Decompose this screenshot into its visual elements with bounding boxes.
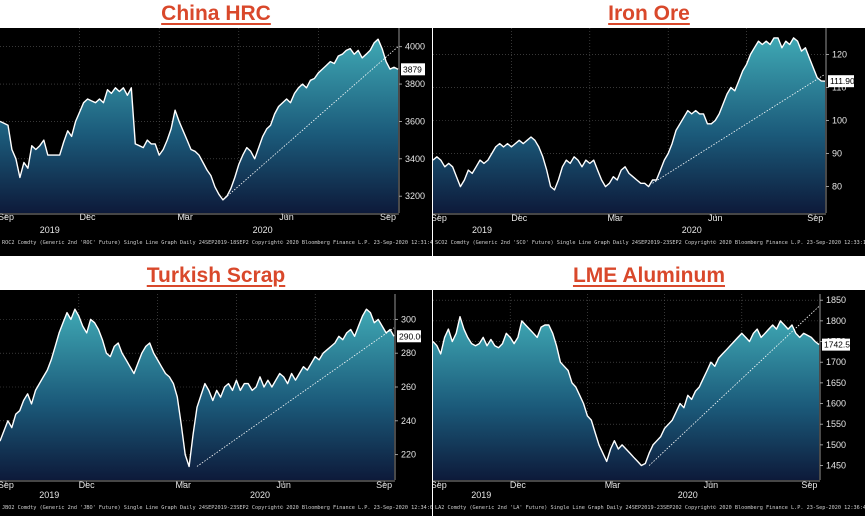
y-tick-label: 1800 — [826, 316, 846, 326]
chart-title: LME Aluminum — [433, 262, 865, 290]
x-tick-label: Mar — [608, 213, 624, 223]
y-tick-label: 3200 — [405, 191, 425, 201]
series-area — [0, 309, 394, 480]
x-tick-label: Sep — [801, 480, 817, 490]
last-value-label: 3879 — [403, 64, 422, 74]
x-tick-label: Sep — [433, 213, 447, 223]
chart-panel-iron-ore: 80 90 100 110 120 111.90 Sep Dec Mar Jun Sep 2019 20… — [433, 0, 865, 256]
chart-svg-lme-aluminum: 1450150015501600165017001750180018501742… — [433, 294, 865, 511]
y-tick-label: 220 — [401, 450, 416, 460]
year-label: 2020 — [253, 225, 273, 235]
series-line — [433, 37, 826, 191]
series-line — [433, 316, 820, 467]
series-line — [0, 308, 395, 468]
x-tick-label: Sep — [433, 480, 447, 490]
chart-svg-china-hrc: 3200 3400 3600 3800 4000 3879 Sep Dec Mar Jun Sep 2… — [0, 28, 432, 246]
series-line — [0, 38, 399, 201]
x-tick-label: Dec — [79, 480, 96, 490]
x-tick-label: Jun — [279, 212, 294, 222]
year-label: 2019 — [40, 225, 60, 235]
last-value-box — [397, 330, 421, 343]
y-tick-label: 260 — [401, 382, 416, 392]
year-label: 2019 — [472, 225, 492, 235]
footer-text: ROC2 Comdty (Generic 2nd 'ROC' Future) S… — [2, 240, 432, 246]
last-value-box — [401, 63, 425, 76]
year-label: 2019 — [471, 490, 491, 500]
x-tick-label: Mar — [605, 480, 621, 490]
series-area — [433, 37, 825, 214]
x-tick-label: Sep — [0, 480, 14, 490]
y-tick-label: 280 — [401, 348, 416, 358]
y-tick-label: 1650 — [826, 378, 846, 388]
x-tick-label: Sep — [376, 480, 392, 490]
y-tick-label: 1700 — [826, 357, 846, 367]
y-tick-label: 300 — [401, 314, 416, 324]
y-tick-label: 1600 — [826, 399, 846, 409]
x-tick-label: Sep — [0, 212, 14, 222]
y-tick-label: 100 — [832, 116, 847, 126]
x-tick-label: Sep — [380, 212, 396, 222]
x-tick-label: Mar — [177, 212, 193, 222]
chart-panel-china-hrc: 3200 3400 3600 3800 4000 3879 Sep Dec Mar Jun Sep 2… — [0, 0, 432, 256]
year-label: 2020 — [682, 225, 702, 235]
y-tick-label: 110 — [832, 82, 846, 92]
chart-title: Iron Ore — [433, 0, 865, 28]
x-tick-label: Sep — [807, 213, 823, 223]
footer-text: SCO2 Comdty (Generic 2nd 'SCO' Future) S… — [435, 240, 865, 246]
chart-panel-lme-aluminum: 1450150015501600165017001750180018501742… — [433, 262, 865, 516]
y-tick-label: 80 — [832, 182, 842, 192]
trendline — [652, 73, 826, 184]
last-value-box — [828, 75, 854, 88]
year-label: 2020 — [250, 490, 270, 500]
x-tick-label: Dec — [80, 212, 97, 222]
chart-panel-turkish-scrap: 220 240 260 280 300 290.00 Sep Dec Mar Jun Sep 2019… — [0, 262, 432, 516]
footer-text: JBO2 Comdty (Generic 2nd 'JBO' Future) S… — [2, 505, 432, 511]
year-label: 2020 — [678, 490, 698, 500]
y-tick-label: 3600 — [405, 116, 425, 126]
y-tick-label: 3400 — [405, 154, 425, 164]
x-tick-label: Dec — [511, 213, 528, 223]
chart-title: China HRC — [0, 0, 432, 28]
y-tick-label: 1500 — [826, 440, 846, 450]
chart-svg-iron-ore: 80 90 100 110 120 111.90 Sep Dec Mar Jun Sep 2019 20… — [433, 28, 865, 246]
x-tick-label: Dec — [510, 480, 527, 490]
y-tick-label: 120 — [832, 49, 847, 59]
year-label: 2019 — [39, 490, 59, 500]
y-tick-label: 3800 — [405, 79, 425, 89]
y-tick-label: 4000 — [405, 42, 425, 52]
footer-text: LA2 Comdty (Generic 2nd 'LA' Future) Sin… — [435, 505, 865, 511]
last-value-label: 1742.51 — [824, 340, 855, 350]
y-tick-label: 90 — [832, 149, 842, 159]
chart-svg-turkish-scrap: 220 240 260 280 300 290.00 Sep Dec Mar Jun Sep 2019… — [0, 294, 432, 511]
y-tick-label: 1850 — [826, 295, 846, 305]
y-tick-label: 1550 — [826, 419, 846, 429]
series-area — [0, 39, 398, 214]
x-tick-label: Jun — [276, 480, 291, 490]
series-area — [433, 316, 819, 480]
y-tick-label: 240 — [401, 416, 416, 426]
chart-title: Turkish Scrap — [0, 262, 432, 290]
last-value-box — [822, 338, 850, 351]
last-value-label: 111.90 — [830, 76, 855, 86]
x-tick-label: Jun — [704, 480, 719, 490]
trendline — [196, 327, 395, 467]
last-value-label: 290.00 — [399, 331, 425, 341]
x-tick-label: Mar — [175, 480, 191, 490]
x-tick-label: Jun — [708, 213, 723, 223]
y-tick-label: 1450 — [826, 461, 846, 471]
